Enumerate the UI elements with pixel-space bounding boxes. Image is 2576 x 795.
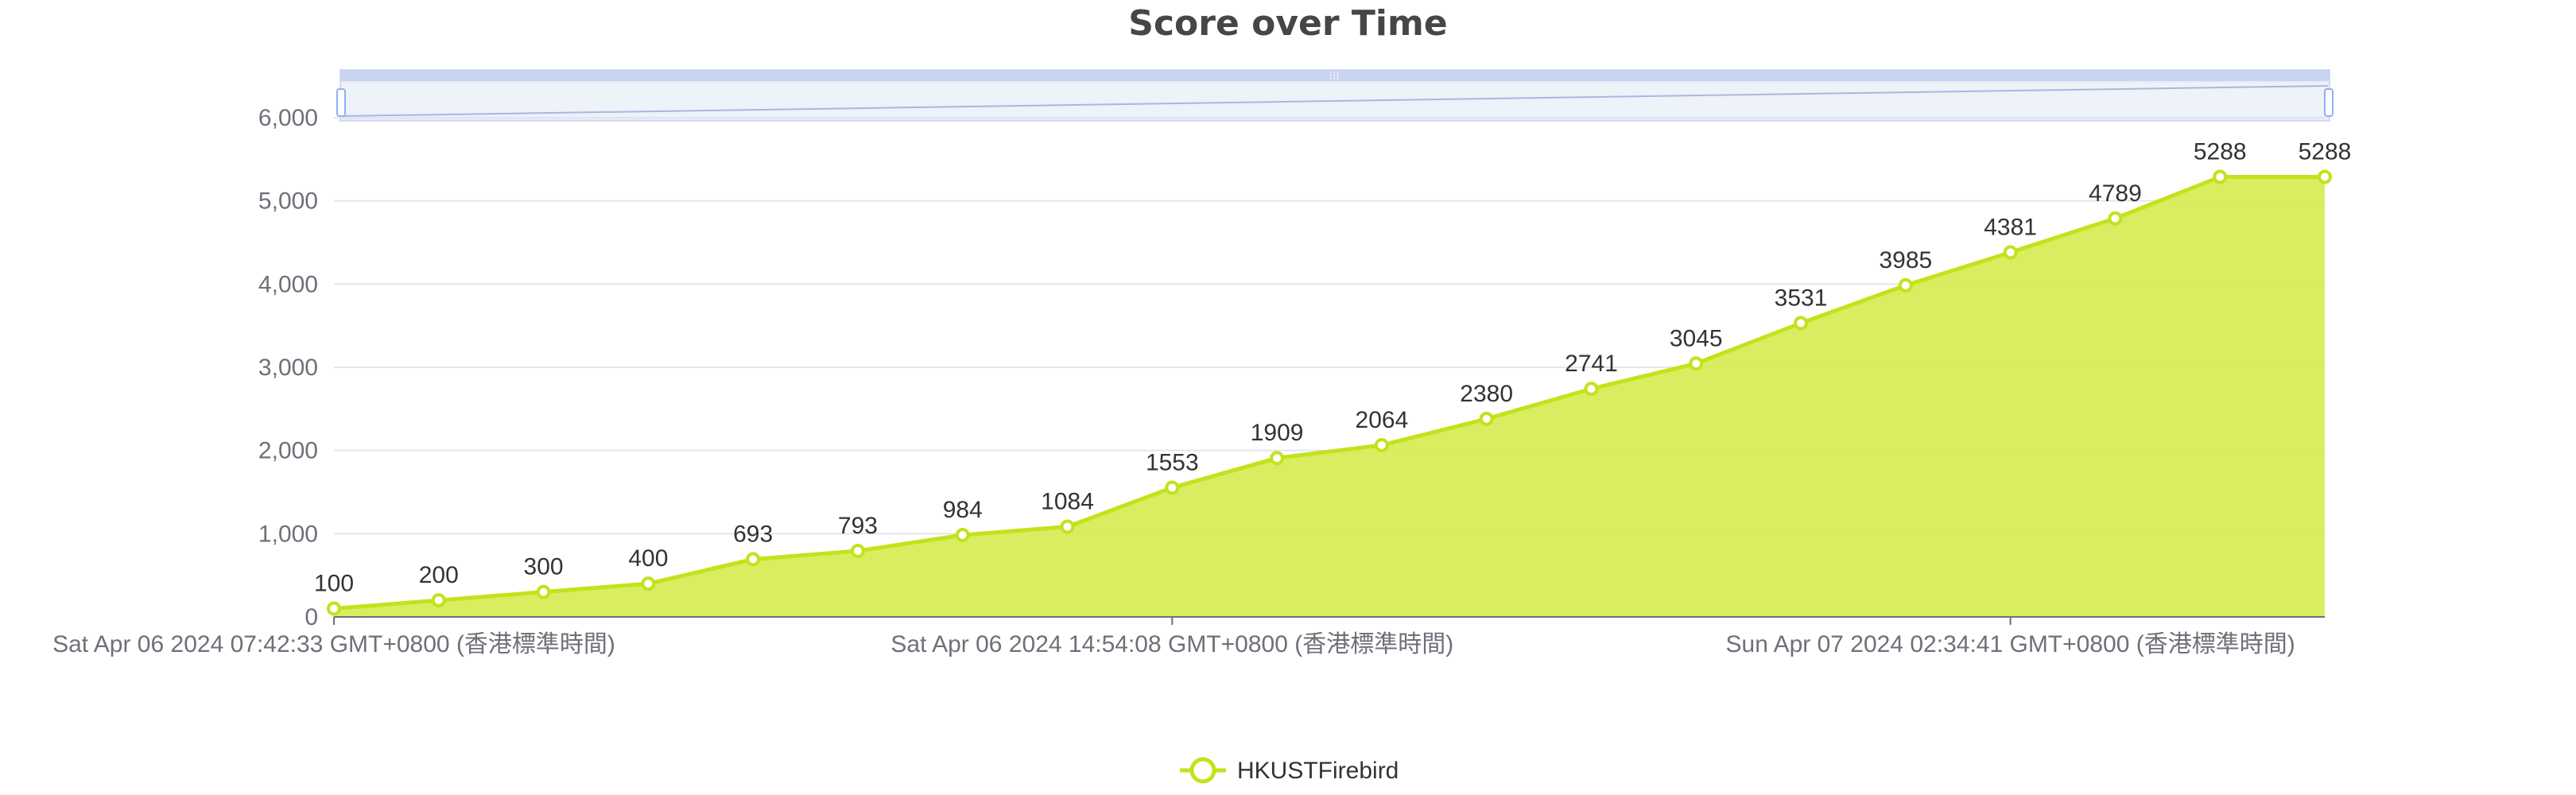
data-label: 2380	[1460, 381, 1513, 407]
data-point	[536, 584, 551, 599]
data-label: 3045	[1670, 325, 1723, 351]
data-point	[1374, 437, 1389, 452]
data-point	[641, 576, 656, 591]
data-label: 693	[733, 521, 773, 547]
series-area-fill	[334, 176, 2325, 618]
data-point	[327, 601, 341, 616]
data-point	[1898, 277, 1913, 293]
data-point	[1479, 411, 1494, 426]
data-label: 5288	[2299, 139, 2352, 165]
x-tick-label: Sat Apr 06 2024 14:54:08 GMT+0800 (香港標準時…	[890, 631, 1453, 657]
legend-label[interactable]: HKUSTFirebird	[1237, 758, 1399, 784]
data-label: 984	[943, 497, 983, 523]
data-label: 3985	[1879, 247, 1932, 273]
data-point	[746, 552, 761, 567]
chart-title: Score over Time	[1128, 3, 1447, 44]
x-tick-label: Sun Apr 07 2024 02:34:41 GMT+0800 (香港標準時…	[1726, 631, 2295, 657]
data-point	[431, 593, 446, 608]
data-label: 1909	[1251, 420, 1304, 446]
data-label: 5288	[2194, 139, 2247, 165]
zoom-preview-line	[341, 85, 2329, 117]
zoom-grip-icon: ⁝⁝⁝	[1329, 69, 1339, 82]
data-label: 2741	[1565, 351, 1618, 377]
y-tick-label: 4,000	[258, 271, 318, 297]
data-point	[2213, 169, 2228, 184]
data-point	[1584, 382, 1599, 397]
data-point	[850, 543, 865, 558]
y-tick-label: 2,000	[258, 438, 318, 464]
data-labels: 100 200 300 400 693 793 984 1084 1553 1909 2064 238…	[314, 139, 2351, 597]
data-label: 4789	[2089, 180, 2142, 207]
data-label: 200	[419, 562, 459, 588]
data-label: 2064	[1356, 407, 1409, 433]
data-label: 4381	[1984, 214, 2037, 240]
data-label: 793	[838, 513, 878, 539]
data-point	[2003, 245, 2018, 260]
data-point	[1794, 316, 1809, 331]
series-line	[333, 175, 2325, 611]
legend[interactable]: HKUSTFirebird	[1180, 757, 1399, 784]
data-point	[955, 528, 970, 543]
data-point	[1060, 519, 1075, 534]
zoom-drag-bar[interactable]	[340, 70, 2330, 81]
data-label: 3531	[1775, 285, 1828, 311]
data-point	[2108, 211, 2123, 226]
data-point	[2318, 169, 2332, 184]
y-tick-label: 1,000	[258, 521, 318, 547]
data-label: 100	[314, 571, 354, 597]
data-point	[1165, 480, 1180, 495]
y-axis: 0 1,000 2,000 3,000 4,000 5,000 6,000	[258, 105, 318, 630]
data-label: 1084	[1041, 489, 1094, 515]
data-point	[1270, 451, 1285, 466]
series-points	[327, 169, 2332, 616]
legend-marker-icon	[1189, 757, 1216, 784]
zoom-handle-left[interactable]	[336, 88, 346, 117]
y-tick-label: 6,000	[258, 105, 318, 131]
y-tick-label: 5,000	[258, 188, 318, 215]
series-area	[334, 176, 2325, 618]
zoom-handle-right[interactable]	[2324, 88, 2334, 117]
data-label: 400	[628, 545, 668, 572]
data-label: 300	[524, 554, 564, 580]
series-line-path	[333, 175, 2325, 611]
y-tick-label: 0	[305, 604, 318, 630]
x-tick-label: Sat Apr 06 2024 07:42:33 GMT+0800 (香港標準時…	[52, 631, 615, 657]
data-point	[1689, 356, 1704, 371]
data-label: 1553	[1146, 449, 1199, 475]
y-tick-label: 3,000	[258, 355, 318, 381]
data-zoom-slider[interactable]: ⁝⁝⁝	[336, 69, 2334, 122]
x-axis: Sat Apr 06 2024 07:42:33 GMT+0800 (香港標準時…	[52, 616, 2325, 657]
